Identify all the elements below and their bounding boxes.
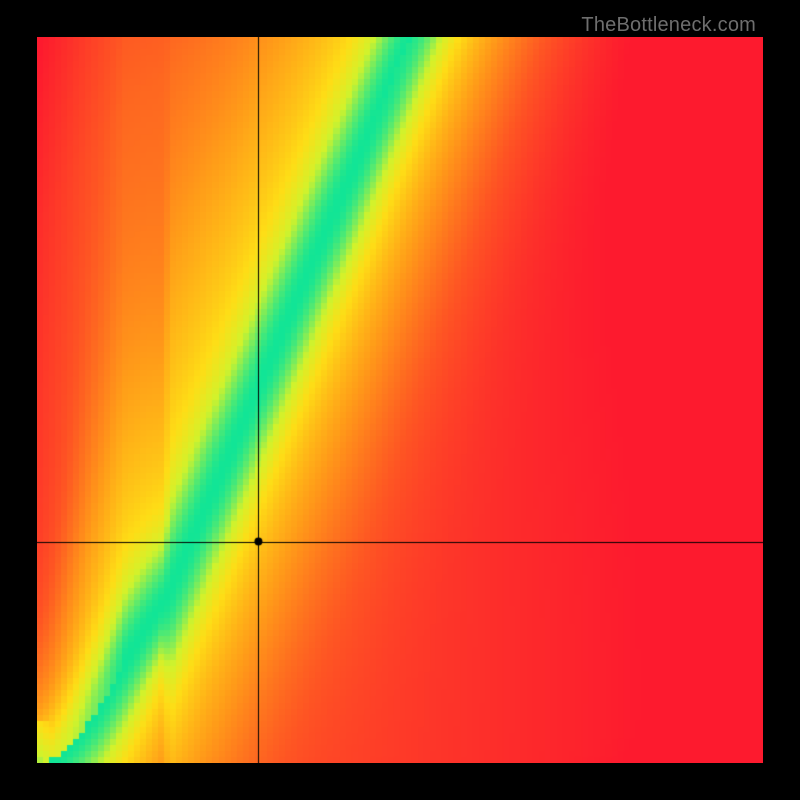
watermark-text: TheBottleneck.com: [581, 14, 756, 37]
chart-container: TheBottleneck.com: [0, 0, 800, 800]
bottleneck-heatmap: [37, 37, 763, 763]
